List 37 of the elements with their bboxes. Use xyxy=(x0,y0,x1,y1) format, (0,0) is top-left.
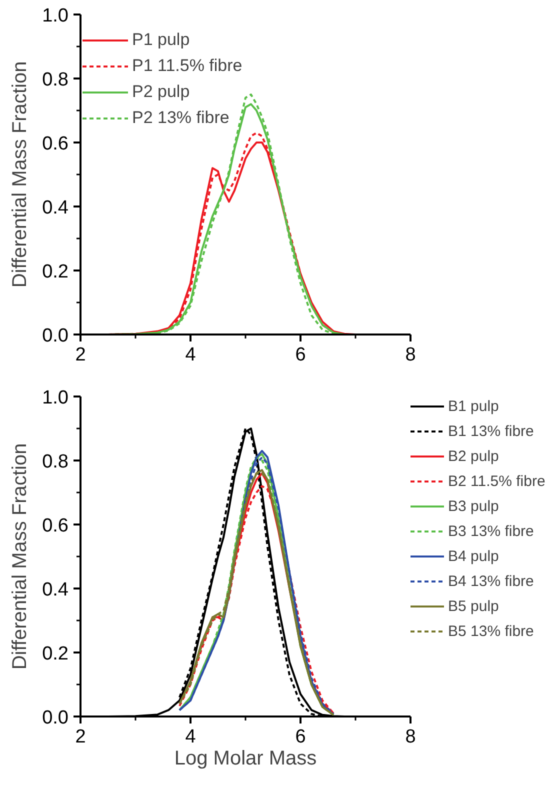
y-tick-label: 0.0 xyxy=(42,326,69,346)
legend-label: B4 pulp xyxy=(448,546,499,566)
x-tick-label: 2 xyxy=(75,344,86,366)
x-tick-label: 2 xyxy=(75,726,86,748)
legend-label: B5 pulp xyxy=(448,596,499,616)
legend-label: B2 pulp xyxy=(448,446,499,466)
x-tick-label: 4 xyxy=(185,726,196,748)
legend-label: B4 13% fibre xyxy=(448,572,534,591)
y-tick-label: 0.0 xyxy=(42,708,69,728)
x-tick-label: 8 xyxy=(405,344,416,366)
y-tick-label: 1.0 xyxy=(42,6,69,26)
y-tick-label: 0.8 xyxy=(42,452,69,472)
y-tick-label: 0.4 xyxy=(42,580,69,600)
legend-label: B3 13% fibre xyxy=(448,522,534,541)
legend-label: P1 pulp xyxy=(132,30,190,50)
legend-label: P2 13% fibre xyxy=(132,108,230,128)
legend-label: B3 pulp xyxy=(448,496,499,516)
y-tick-label: 0.2 xyxy=(42,262,69,282)
x-tick-label: 4 xyxy=(185,344,196,366)
y-tick-label: 0.6 xyxy=(42,134,69,154)
y-tick-label: 0.4 xyxy=(42,198,69,218)
y-axis-title: Differential Mass Fraction xyxy=(9,61,32,288)
y-tick-label: 0.2 xyxy=(42,644,69,664)
legend-label: B5 13% fibre xyxy=(448,622,534,641)
y-axis-title: Differential Mass Fraction xyxy=(9,443,32,670)
x-tick-label: 6 xyxy=(295,344,306,366)
legend-label: B1 13% fibre xyxy=(448,422,534,441)
y-tick-label: 1.0 xyxy=(42,388,69,408)
legend-label: P2 pulp xyxy=(132,82,190,102)
y-tick-label: 0.6 xyxy=(42,516,69,536)
x-axis-title: Log Molar Mass xyxy=(174,748,317,770)
legend-label: B1 pulp xyxy=(448,396,499,416)
x-tick-label: 8 xyxy=(405,726,416,748)
legend-label: P1 11.5% fibre xyxy=(132,56,242,76)
x-tick-label: 6 xyxy=(295,726,306,748)
legend-label: B2 11.5% fibre xyxy=(448,472,546,491)
y-tick-label: 0.8 xyxy=(42,70,69,90)
